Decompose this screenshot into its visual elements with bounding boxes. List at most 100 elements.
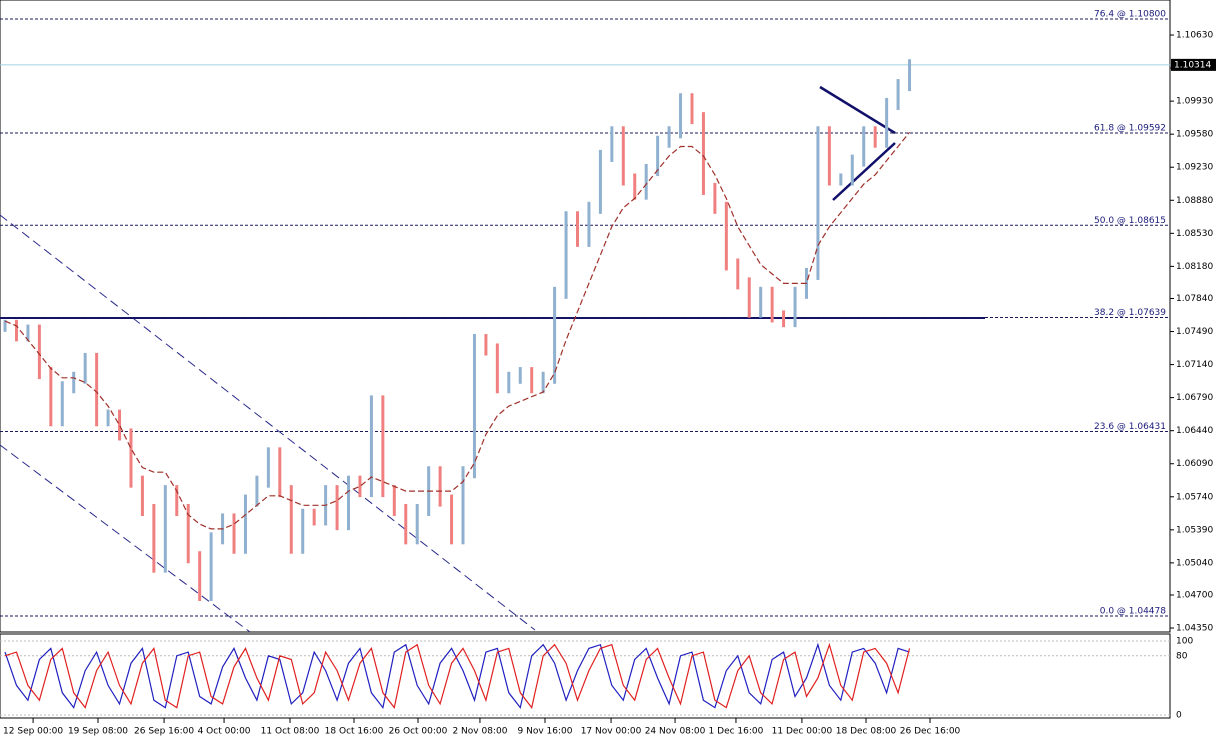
level-label: 76.4 @ 1.10800	[1094, 9, 1166, 19]
price-bar	[106, 409, 110, 427]
price-bar	[14, 319, 18, 342]
y-tick-label: 1.07140	[1176, 360, 1213, 370]
price-bar	[381, 395, 385, 498]
price-bar	[713, 182, 717, 214]
stochastic-main	[4, 642, 910, 709]
price-bar	[49, 367, 53, 427]
price-bar	[598, 149, 602, 214]
triangle-top	[819, 85, 896, 135]
oscillator-panel	[0, 633, 1171, 719]
x-tick-label: 26 Sep 16:00	[134, 727, 194, 737]
price-bar	[576, 211, 580, 247]
x-tick-label: 24 Nov 08:00	[645, 727, 706, 737]
y-tick-label: 1.06790	[1176, 393, 1213, 403]
price-bar	[232, 513, 236, 554]
x-tick-label: 12 Sep 00:00	[3, 727, 63, 737]
price-bar	[175, 485, 179, 517]
y-tick-label: 1.06090	[1176, 459, 1213, 469]
price-bar	[369, 395, 373, 498]
y-tick-label: 1.05740	[1176, 492, 1213, 502]
price-bar	[530, 367, 534, 394]
price-bar	[736, 258, 740, 290]
price-bar	[266, 447, 270, 488]
price-bar	[278, 447, 282, 498]
price-bar	[243, 494, 247, 554]
last-price-box	[1171, 58, 1216, 71]
price-bar	[163, 485, 167, 573]
trend-lines	[0, 85, 985, 633]
price-bar	[209, 532, 213, 601]
level-label: 50.0 @ 1.08615	[1094, 216, 1166, 226]
price-bar	[724, 201, 728, 271]
price-bar	[358, 475, 362, 498]
price-bar	[415, 504, 419, 545]
y-tick-label: 1.04700	[1176, 590, 1213, 600]
price-bar	[679, 93, 683, 139]
x-tick-label: 17 Nov 00:00	[581, 727, 642, 737]
price-bar	[747, 277, 751, 318]
price-bar	[587, 201, 591, 247]
y-tick-label: 1.07490	[1176, 327, 1213, 337]
y-tick-label: 1.08880	[1176, 196, 1213, 206]
price-bar	[289, 485, 293, 554]
price-bar	[850, 154, 854, 186]
price-bar	[553, 286, 557, 384]
level-label: 61.8 @ 1.09592	[1094, 124, 1166, 134]
price-bar	[827, 126, 831, 186]
price-bar	[198, 551, 202, 601]
price-bar	[507, 371, 511, 394]
moving-average	[4, 131, 910, 530]
price-bar	[255, 475, 259, 507]
price-bar	[186, 504, 190, 564]
price-bar	[621, 126, 625, 186]
price-bar	[404, 504, 408, 545]
price-bar	[770, 286, 774, 323]
price-bar	[759, 286, 763, 318]
x-tick-label: 9 Nov 16:00	[518, 727, 573, 737]
triangle-bottom	[832, 142, 896, 201]
level-label: 0.0 @ 1.04478	[1100, 606, 1167, 616]
price-bar	[633, 173, 637, 200]
price-bar	[541, 371, 545, 394]
price-panel	[0, 0, 1171, 633]
y-tick-label: 1.06440	[1176, 426, 1213, 436]
price-bar	[60, 381, 64, 427]
price-bar	[118, 409, 122, 441]
price-bar	[335, 485, 339, 531]
y-tick-label: 1.05390	[1176, 525, 1213, 535]
price-bar	[656, 135, 660, 177]
x-tick-label: 2 Nov 08:00	[452, 727, 507, 737]
x-tick-label: 26 Oct 00:00	[389, 727, 448, 737]
osc-tick-label: 80	[1176, 651, 1188, 661]
price-bar	[129, 428, 133, 488]
y-tick-label: 1.05040	[1176, 558, 1213, 568]
price-bar	[450, 494, 454, 545]
price-bar	[347, 475, 351, 531]
price-bar	[644, 164, 648, 200]
osc-tick-label: 0	[1176, 711, 1182, 721]
x-tick-label: 11 Dec 00:00	[772, 727, 833, 737]
price-bar	[37, 324, 41, 380]
price-bar	[667, 126, 671, 148]
y-tick-label: 1.09230	[1176, 163, 1213, 173]
price-bar	[3, 319, 7, 332]
price-bar	[95, 352, 99, 427]
price-bar	[896, 79, 900, 110]
price-bar	[518, 367, 522, 384]
price-bar	[690, 93, 694, 125]
price-bar	[782, 310, 786, 328]
osc-tick-label: 100	[1176, 637, 1193, 647]
price-bar	[152, 504, 156, 573]
price-bar	[862, 126, 866, 167]
price-bar	[701, 112, 705, 195]
x-tick-label: 19 Sep 08:00	[68, 727, 128, 737]
last-price-label: 1.10314	[1174, 60, 1211, 70]
level-label: 38.2 @ 1.07639	[1094, 308, 1166, 318]
y-tick-label: 1.07840	[1176, 294, 1213, 304]
price-bar	[72, 371, 76, 394]
price-bar	[484, 334, 488, 356]
channel-lower	[0, 444, 251, 633]
y-tick-label: 1.08180	[1176, 262, 1213, 272]
price-bar	[392, 485, 396, 517]
